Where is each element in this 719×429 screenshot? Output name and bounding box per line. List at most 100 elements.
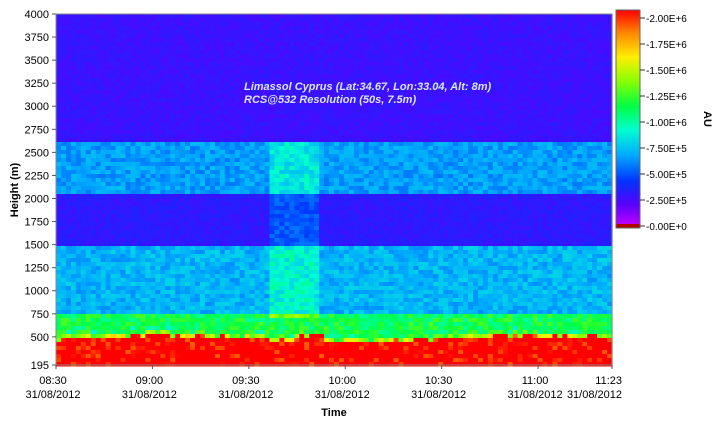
heatmap-cell bbox=[130, 202, 137, 207]
heatmap-cell bbox=[90, 306, 97, 311]
heatmap-cell bbox=[140, 34, 146, 39]
heatmap-cell bbox=[120, 258, 127, 263]
heatmap-cell bbox=[115, 150, 122, 155]
heatmap-cell bbox=[160, 178, 166, 183]
heatmap-cell bbox=[160, 310, 166, 315]
heatmap-cell bbox=[160, 214, 166, 219]
heatmap-cell bbox=[125, 342, 132, 347]
heatmap-cell bbox=[120, 242, 127, 247]
heatmap-cell bbox=[234, 214, 241, 219]
heatmap-cell bbox=[329, 278, 335, 283]
heatmap-cell bbox=[314, 174, 320, 179]
heatmap-cell bbox=[329, 334, 335, 339]
heatmap-cell bbox=[314, 46, 320, 51]
heatmap-cell bbox=[329, 86, 335, 91]
heatmap-cell bbox=[80, 146, 87, 151]
heatmap-cell bbox=[264, 194, 271, 199]
heatmap-cell bbox=[279, 142, 285, 147]
heatmap-cell bbox=[105, 74, 112, 79]
heatmap-cell bbox=[175, 334, 181, 339]
heatmap-cell bbox=[289, 358, 295, 363]
heatmap-cell bbox=[259, 190, 266, 195]
heatmap-cell bbox=[85, 138, 92, 143]
heatmap-cell bbox=[95, 358, 102, 363]
heatmap-cell bbox=[145, 46, 151, 51]
heatmap-cell bbox=[249, 278, 256, 283]
heatmap-cell bbox=[115, 358, 122, 363]
heatmap-cell bbox=[199, 214, 206, 219]
heatmap-cell bbox=[175, 290, 181, 295]
heatmap-cell bbox=[190, 54, 196, 59]
heatmap-cell bbox=[244, 74, 251, 79]
heatmap-cell bbox=[329, 74, 335, 79]
heatmap-cell bbox=[314, 70, 320, 75]
heatmap-cell bbox=[105, 290, 112, 295]
heatmap-cell bbox=[110, 226, 117, 231]
heatmap-cell bbox=[269, 186, 276, 191]
heatmap-cell bbox=[309, 266, 315, 271]
heatmap-cell bbox=[249, 102, 256, 107]
heatmap-cell bbox=[135, 58, 141, 63]
heatmap-cell bbox=[90, 198, 97, 203]
heatmap-cell bbox=[120, 334, 127, 339]
heatmap-cell bbox=[70, 194, 77, 199]
heatmap-cell bbox=[170, 102, 176, 107]
heatmap-cell bbox=[239, 82, 246, 87]
heatmap-cell bbox=[284, 94, 290, 99]
heatmap-cell bbox=[70, 58, 77, 63]
heatmap-cell bbox=[110, 118, 117, 123]
heatmap-cell bbox=[239, 138, 246, 143]
heatmap-cell bbox=[175, 98, 181, 103]
heatmap-cell bbox=[264, 266, 271, 271]
heatmap-cell bbox=[145, 118, 151, 123]
heatmap-cell bbox=[299, 318, 305, 323]
heatmap-cell bbox=[259, 122, 266, 127]
heatmap-cell bbox=[219, 278, 226, 283]
heatmap-cell bbox=[244, 306, 251, 311]
heatmap-cell bbox=[110, 238, 117, 243]
heatmap-cell bbox=[65, 102, 72, 107]
heatmap-cell bbox=[140, 202, 146, 207]
heatmap-cell bbox=[209, 350, 216, 355]
heatmap-cell bbox=[299, 258, 305, 263]
heatmap-cell bbox=[299, 126, 305, 131]
heatmap-cell bbox=[199, 142, 206, 147]
heatmap-cell bbox=[110, 90, 117, 95]
heatmap-cell bbox=[60, 158, 67, 163]
heatmap-cell bbox=[105, 86, 112, 91]
heatmap-cell bbox=[264, 326, 271, 331]
heatmap-cell bbox=[274, 142, 280, 147]
heatmap-cell bbox=[135, 34, 141, 39]
heatmap-cell bbox=[65, 210, 72, 215]
heatmap-cell bbox=[56, 190, 62, 195]
heatmap-cell bbox=[214, 82, 221, 87]
heatmap-cell bbox=[80, 242, 87, 247]
heatmap-cell bbox=[254, 246, 261, 251]
heatmap-cell bbox=[269, 258, 276, 263]
heatmap-cell bbox=[110, 162, 117, 167]
heatmap-cell bbox=[324, 278, 330, 283]
heatmap-cell bbox=[85, 202, 92, 207]
heatmap-cell bbox=[135, 114, 141, 119]
heatmap-cell bbox=[185, 106, 191, 111]
heatmap-cell bbox=[319, 210, 325, 215]
heatmap-cell bbox=[95, 30, 102, 35]
heatmap-cell bbox=[254, 154, 261, 159]
heatmap-cell bbox=[219, 226, 226, 231]
heatmap-cell bbox=[180, 306, 186, 311]
heatmap-cell bbox=[299, 66, 305, 71]
heatmap-cell bbox=[56, 62, 62, 67]
heatmap-cell bbox=[289, 338, 295, 343]
heatmap-cell bbox=[334, 78, 340, 83]
heatmap-cell bbox=[299, 298, 305, 303]
heatmap-cell bbox=[324, 214, 330, 219]
heatmap-cell bbox=[105, 98, 112, 103]
heatmap-cell bbox=[229, 330, 236, 335]
heatmap-cell bbox=[145, 362, 151, 367]
heatmap-cell bbox=[219, 230, 226, 235]
heatmap-cell bbox=[60, 262, 67, 267]
heatmap-cell bbox=[120, 302, 127, 307]
heatmap-cell bbox=[85, 26, 92, 31]
heatmap-cell bbox=[284, 102, 290, 107]
heatmap-cell bbox=[65, 126, 72, 131]
